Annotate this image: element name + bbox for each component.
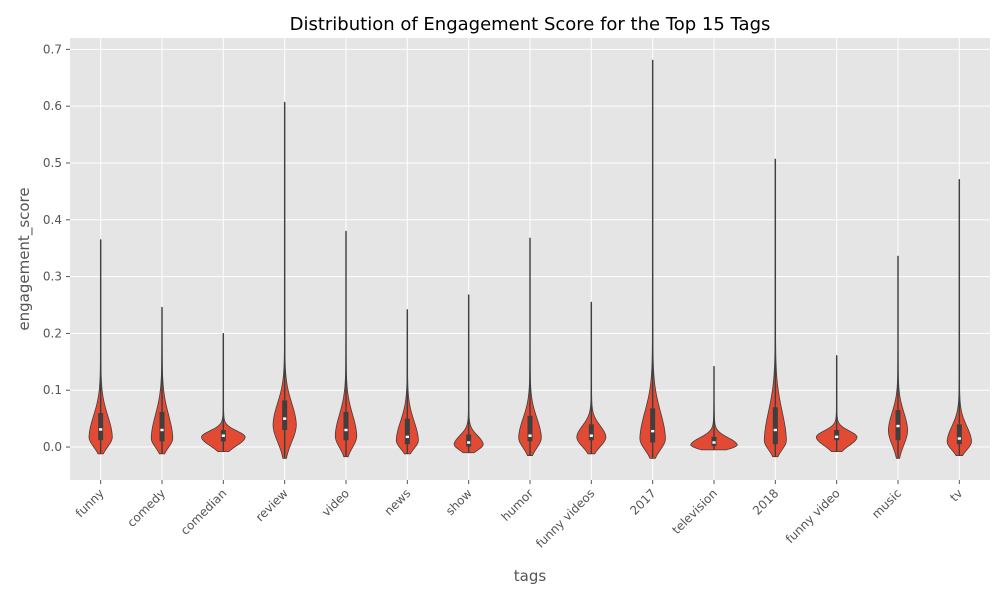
violin-median	[773, 428, 777, 432]
violin-box	[650, 408, 656, 443]
violin-box	[527, 415, 533, 442]
y-axis-ticks: 0.0 0.1 0.2 0.3 0.4 0.5 0.6 0.7	[43, 42, 70, 454]
x-axis-ticks: funny comedy comedian review video news show hu…	[73, 480, 965, 551]
y-tick-label: 0.7	[43, 42, 62, 56]
violin-median	[405, 435, 409, 439]
violin-television	[690, 365, 738, 451]
x-tick-label: humor	[499, 486, 537, 524]
violin-median	[835, 435, 839, 439]
violin-box	[772, 407, 778, 445]
violin-median	[160, 428, 164, 432]
violin-median	[99, 428, 103, 431]
y-tick-label: 0.3	[43, 270, 62, 284]
violin-series	[88, 59, 972, 459]
violin-median	[651, 429, 655, 433]
violin-box	[343, 411, 349, 441]
violin-review	[272, 101, 297, 459]
x-tick-label: funny video	[783, 486, 843, 546]
violin-funny-videos	[576, 301, 607, 455]
x-tick-label: review	[253, 486, 291, 524]
violin-median	[528, 434, 532, 437]
violin-comedy	[150, 306, 174, 455]
violin-2017	[639, 59, 666, 459]
violin-box	[834, 430, 840, 441]
y-axis-title: engagement_score	[15, 187, 34, 330]
violin-median	[221, 434, 225, 437]
violin-median	[344, 428, 348, 432]
violin-median	[467, 441, 471, 444]
violin-median	[957, 437, 961, 440]
x-tick-label: show	[443, 486, 475, 518]
x-tick-label: television	[669, 486, 720, 537]
violin-box	[159, 411, 165, 442]
violin-show	[453, 294, 484, 454]
x-axis-title: tags	[514, 567, 547, 585]
violin-news	[395, 309, 419, 455]
violin-funny	[88, 239, 113, 455]
violin-video	[334, 230, 358, 458]
violin-median	[896, 424, 900, 428]
y-tick-label: 0.4	[43, 213, 62, 227]
violin-box	[588, 424, 594, 441]
violin-median	[589, 434, 593, 437]
violin-music	[888, 255, 908, 459]
violin-tv	[946, 179, 972, 456]
y-tick-label: 0.6	[43, 99, 62, 113]
violin-box	[956, 424, 962, 445]
violin-box	[282, 400, 288, 431]
x-tick-label: comedy	[124, 486, 168, 530]
y-tick-label: 0.1	[43, 383, 62, 397]
violin-humor	[518, 237, 542, 456]
x-tick-label: 2018	[750, 486, 781, 517]
chart-title: Distribution of Engagement Score for the…	[290, 14, 771, 35]
violin-box	[98, 412, 104, 441]
violin-box	[466, 434, 472, 447]
x-tick-label: video	[319, 486, 352, 519]
x-tick-label: comedian	[178, 486, 230, 538]
x-tick-label: tv	[947, 486, 965, 504]
x-tick-label: 2017	[627, 486, 658, 517]
y-tick-label: 0.2	[43, 326, 62, 340]
x-tick-label: music	[869, 486, 904, 521]
x-tick-label: news	[382, 486, 414, 518]
violin-funny-video	[815, 355, 858, 452]
x-tick-label: funny	[73, 486, 107, 520]
violin-median	[712, 441, 716, 444]
x-tick-label: funny videos	[533, 486, 597, 550]
violin-2018	[763, 158, 787, 458]
y-tick-label: 0.5	[43, 156, 62, 170]
violin-box	[404, 418, 410, 445]
y-tick-label: 0.0	[43, 440, 62, 454]
violin-comedian	[201, 333, 246, 452]
violin-median	[283, 417, 287, 420]
